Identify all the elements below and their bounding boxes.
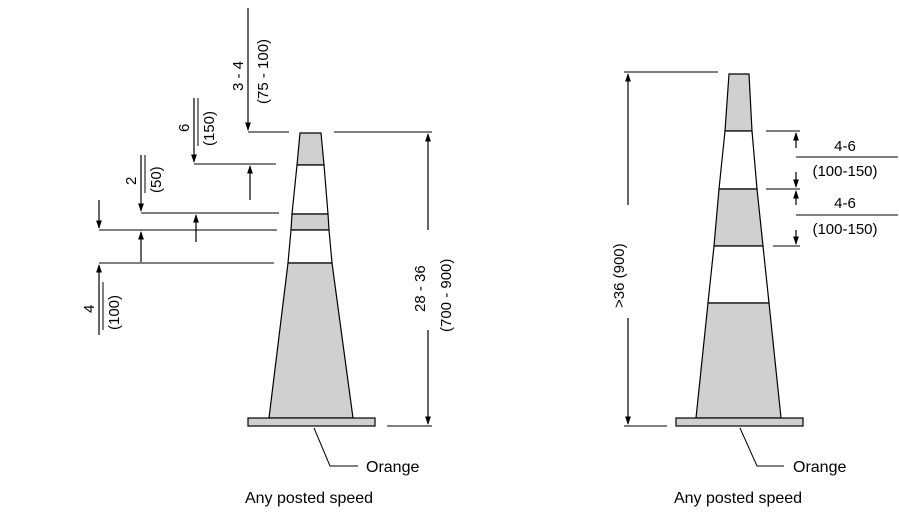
left-cone-band-top	[296, 132, 325, 166]
left-label-6-metric: (150)	[201, 111, 218, 146]
right-height-label: >36 (900)	[611, 243, 628, 308]
left-cone: 3 - 4 (75 - 100) 6 (150) 2 (50) 4 (100) …	[81, 8, 455, 507]
left-cone-band-white-1	[291, 164, 329, 215]
right-band2-label: 4-6	[834, 195, 856, 212]
left-caption: Any posted speed	[245, 490, 373, 507]
right-base-label: Orange	[793, 459, 846, 476]
left-cone-base	[247, 417, 376, 427]
left-label-top-metric: (75 - 100)	[255, 39, 272, 104]
right-band1-metric: (100-150)	[812, 163, 877, 180]
left-cone-band-bottom	[268, 262, 354, 419]
left-label-4: 4	[81, 305, 98, 313]
right-cone-band-white-2	[707, 245, 770, 304]
right-cone-band-bottom	[695, 302, 782, 419]
left-label-top: 3 - 4	[230, 61, 247, 91]
right-cone-band-middle	[713, 188, 764, 247]
right-cone-band-white-1	[718, 130, 758, 190]
right-band1-label: 4-6	[834, 138, 856, 155]
right-caption: Any posted speed	[674, 490, 802, 507]
left-cone-band-white-2	[287, 229, 333, 264]
left-cone-band-middle	[290, 213, 330, 231]
right-cone-base	[675, 417, 804, 427]
left-height-label: 28 - 36	[412, 265, 429, 312]
right-cone-band-top	[724, 73, 753, 132]
left-base-label: Orange	[366, 459, 419, 476]
left-label-2: 2	[123, 177, 140, 185]
right-cone: >36 (900) 4-6 (100-150) 4-6 (100-150) Or…	[611, 71, 898, 507]
left-label-6: 6	[176, 124, 193, 132]
left-height-metric: (700 - 900)	[438, 259, 455, 332]
left-label-4-metric: (100)	[106, 295, 123, 330]
left-label-2-metric: (50)	[148, 166, 165, 193]
right-band2-metric: (100-150)	[812, 221, 877, 238]
